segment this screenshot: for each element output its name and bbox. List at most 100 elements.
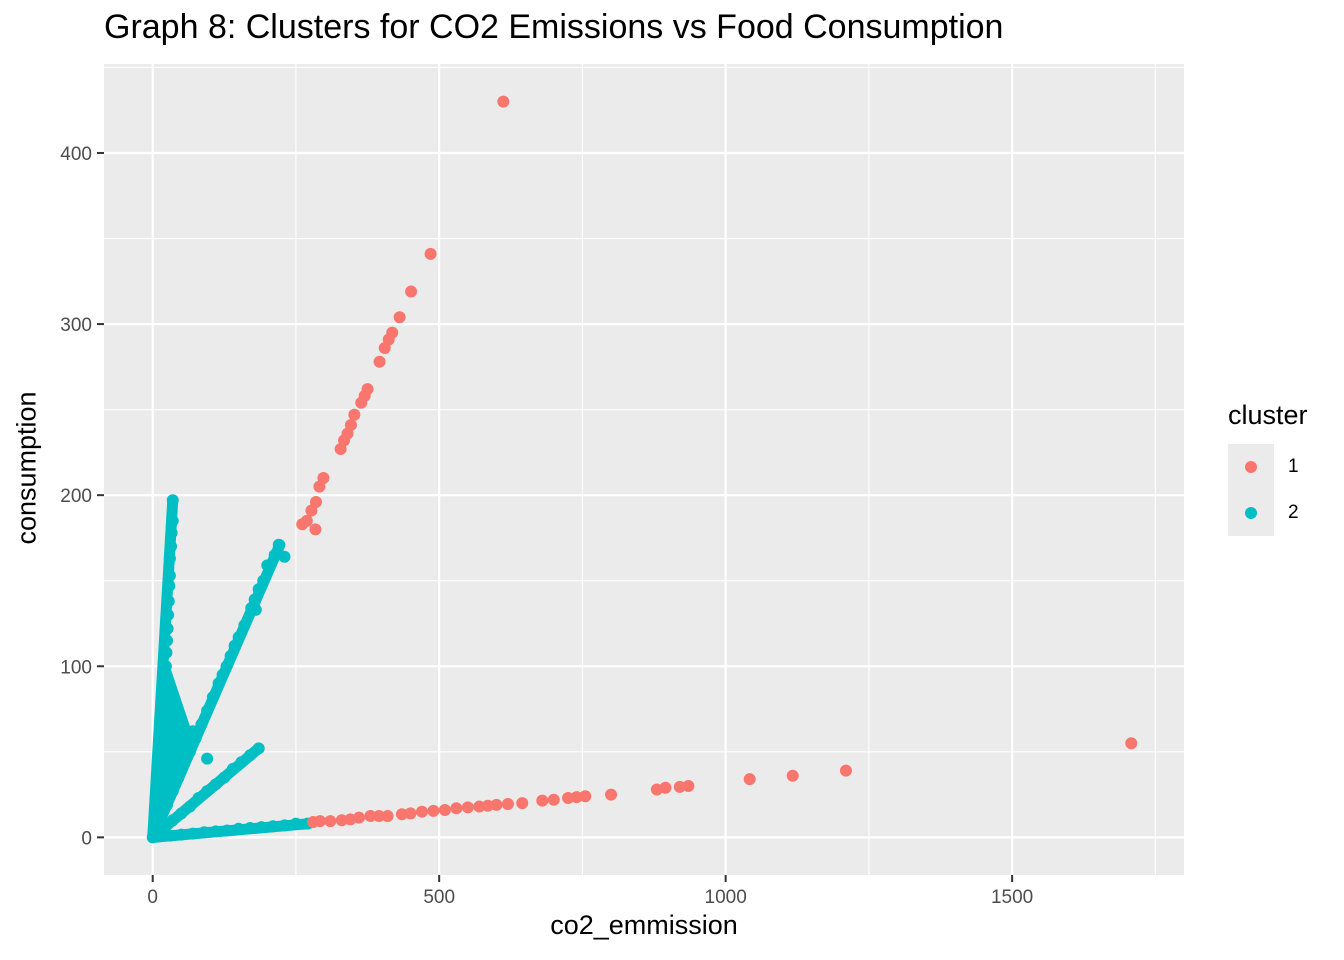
axis-ticks: 0 500 1000 1500 0 100 200 300 400 bbox=[60, 144, 1033, 908]
minor-gridlines bbox=[104, 64, 1184, 875]
cluster-2-point bbox=[244, 821, 257, 834]
cluster-1-point bbox=[415, 805, 428, 818]
cluster-2-point bbox=[166, 514, 179, 527]
cluster-2-point bbox=[166, 785, 179, 798]
cluster-2-point bbox=[244, 749, 257, 762]
cluster-1-point bbox=[381, 809, 394, 822]
cluster-1-point bbox=[334, 442, 347, 455]
cluster-1-point bbox=[1125, 737, 1138, 750]
cluster-1-point bbox=[314, 815, 326, 828]
cluster-2-point bbox=[268, 549, 281, 562]
cluster-2-point bbox=[195, 718, 208, 731]
cluster-2-point bbox=[162, 595, 175, 608]
cluster-1-point bbox=[305, 504, 318, 517]
cluster-1-point bbox=[405, 285, 418, 298]
cluster-1-point bbox=[313, 480, 326, 493]
cluster-2-point bbox=[155, 742, 168, 755]
cluster-1-point bbox=[438, 803, 451, 816]
legend-label-cluster-1: 1 bbox=[1288, 456, 1299, 477]
cluster-1-point bbox=[424, 247, 437, 260]
cluster-2-point bbox=[261, 559, 274, 572]
cluster-1-point bbox=[427, 804, 440, 817]
cluster-2-point bbox=[235, 756, 248, 769]
cluster-2-point bbox=[161, 798, 174, 811]
cluster-2-point bbox=[201, 704, 214, 717]
cluster-2-point bbox=[157, 715, 170, 728]
cluster-2-point bbox=[172, 771, 185, 784]
cluster-1-point bbox=[501, 797, 514, 810]
cluster-2-point bbox=[192, 792, 205, 805]
cluster-2-point bbox=[226, 762, 239, 775]
cluster-2-point bbox=[198, 826, 211, 839]
cluster-2-point bbox=[153, 769, 166, 782]
cluster-1-point bbox=[352, 811, 365, 824]
y-tick-label: 400 bbox=[60, 144, 92, 165]
cluster-2-point bbox=[165, 526, 178, 539]
cluster-2-point bbox=[151, 797, 164, 810]
x-tick-label: 1500 bbox=[991, 887, 1033, 908]
cluster-2-point bbox=[238, 619, 251, 632]
cluster-2-point bbox=[278, 819, 291, 832]
cluster-2-point bbox=[272, 538, 285, 551]
cluster-1-point bbox=[309, 523, 322, 536]
cluster-2-point bbox=[218, 771, 231, 784]
cluster-2-point bbox=[212, 677, 225, 690]
cluster-2-point bbox=[201, 752, 214, 765]
cluster-1-point bbox=[355, 396, 368, 409]
major-gridlines bbox=[104, 64, 1184, 875]
cluster-2-point bbox=[162, 608, 175, 621]
cluster-2-point bbox=[183, 800, 196, 813]
cluster-2-point bbox=[163, 579, 176, 592]
cluster-1-point bbox=[348, 408, 361, 421]
cluster-1-point bbox=[579, 790, 592, 803]
cluster-2-point bbox=[158, 701, 171, 714]
cluster-2-points bbox=[146, 494, 315, 844]
y-tick-label: 0 bbox=[81, 828, 92, 849]
cluster-1-point bbox=[373, 355, 386, 368]
cluster-2-point bbox=[157, 728, 170, 741]
cluster-2-point bbox=[161, 622, 174, 635]
cluster-2-point bbox=[181, 740, 194, 753]
cluster-2-point bbox=[221, 824, 234, 837]
plot-panel bbox=[104, 64, 1184, 875]
cluster-1-point bbox=[516, 797, 529, 810]
legend-key-cluster-1 bbox=[1228, 444, 1274, 490]
cluster-1-point bbox=[547, 793, 560, 806]
cluster-2-point bbox=[163, 569, 176, 582]
y-tick-label: 100 bbox=[60, 657, 92, 678]
cluster-2-point bbox=[249, 603, 262, 616]
cluster-1-point bbox=[743, 773, 756, 786]
cluster-2-point bbox=[159, 673, 172, 686]
x-tick-label: 1000 bbox=[705, 887, 747, 908]
cluster-2-point bbox=[158, 821, 171, 834]
cluster-2-point bbox=[159, 660, 172, 673]
cluster-2-point bbox=[252, 583, 265, 596]
x-tick-label: 500 bbox=[423, 887, 455, 908]
legend-label-cluster-2: 2 bbox=[1288, 502, 1299, 523]
y-tick-label: 200 bbox=[60, 486, 92, 507]
cluster-2-point bbox=[209, 778, 222, 791]
cluster-2-point bbox=[163, 552, 176, 565]
cluster-2-point bbox=[278, 550, 291, 563]
legend-dot-cluster-2 bbox=[1245, 507, 1257, 519]
cluster-2-point bbox=[166, 494, 179, 507]
cluster-2-point bbox=[152, 830, 165, 843]
cluster-1-point bbox=[682, 780, 695, 793]
cluster-2-point bbox=[209, 825, 222, 838]
cluster-1-point bbox=[536, 794, 549, 807]
cluster-2-point bbox=[158, 687, 171, 700]
y-tick-label: 300 bbox=[60, 315, 92, 336]
cluster-1-point bbox=[296, 518, 309, 531]
cluster-1-point bbox=[364, 809, 377, 822]
cluster-2-point bbox=[252, 742, 265, 755]
cluster-2-point bbox=[186, 827, 199, 840]
cluster-2-point bbox=[165, 540, 178, 553]
cluster-2-point bbox=[166, 814, 179, 827]
cluster-2-point bbox=[255, 821, 268, 834]
y-axis-label: consumption bbox=[11, 391, 42, 545]
cluster-2-point bbox=[154, 756, 167, 769]
cluster-1-point bbox=[324, 815, 337, 828]
cluster-2-point bbox=[178, 757, 191, 770]
cluster-2-point bbox=[186, 725, 199, 738]
cluster-1-point bbox=[659, 781, 672, 794]
